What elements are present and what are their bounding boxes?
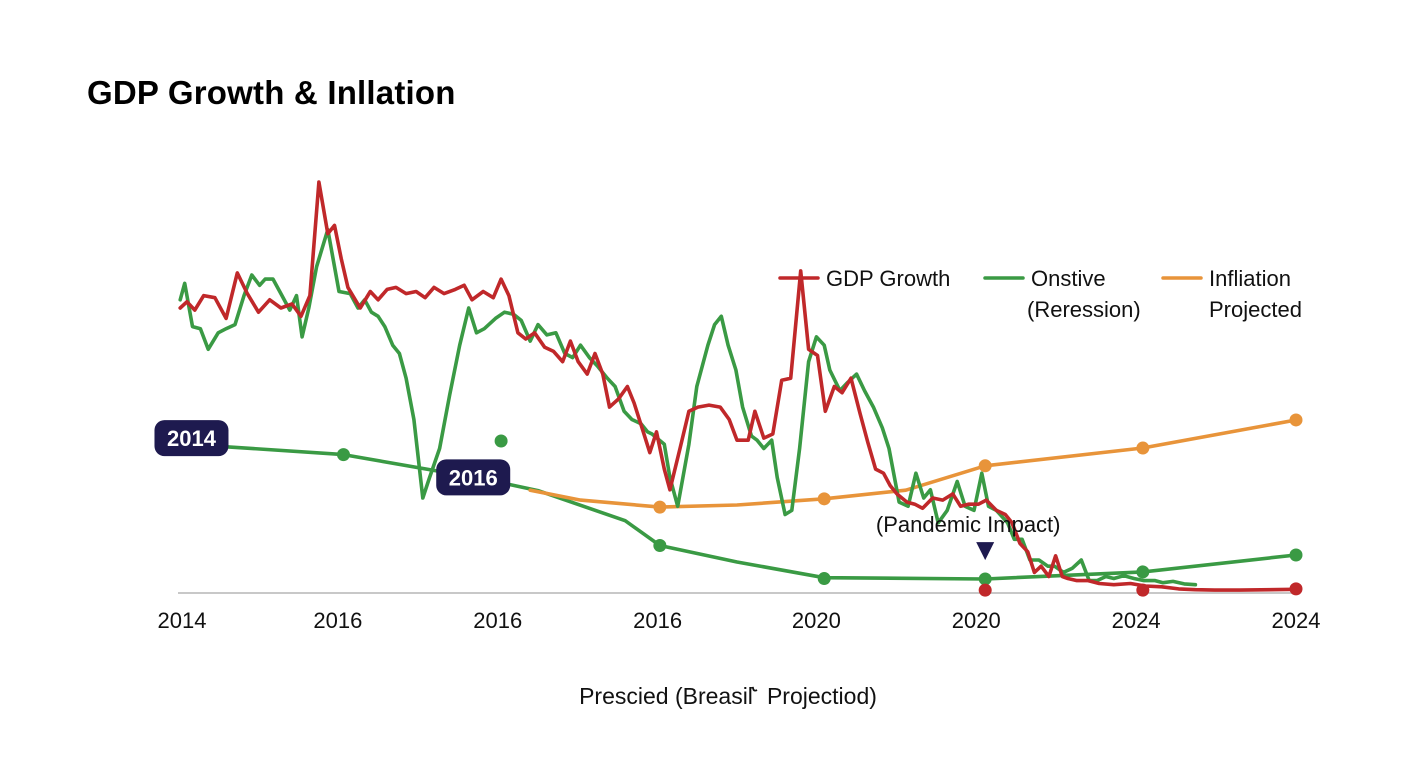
series-layer: [178, 180, 1298, 592]
data-point-gdp-growth-1: [1136, 583, 1150, 597]
data-point-onstive-reression-trend-6: [1289, 548, 1303, 562]
year-badge-bg: [436, 459, 511, 496]
series-line-onstive-reression: [178, 227, 1198, 587]
x-tick-label: 2020: [952, 608, 1001, 633]
data-point-infliation-projected-4: [1289, 413, 1303, 427]
x-tick-label: 2016: [633, 608, 682, 633]
data-point-gdp-growth-2: [1289, 582, 1303, 596]
down-triangle-marker-icon: [976, 542, 995, 561]
year-badge-text: 2016: [449, 465, 498, 490]
annotation-pandemic-impact: (Pandemic Impact): [876, 512, 1061, 537]
legend-label: Projected: [1209, 297, 1302, 322]
x-tick-label: 2024: [1272, 608, 1321, 633]
x-tick-label: 2024: [1112, 608, 1161, 633]
annotations: 2014 2016 (Pandemic Impact): [154, 420, 1061, 561]
data-point-infliation-projected-1: [817, 492, 831, 506]
series-line-gdp-growth: [178, 180, 1298, 592]
data-point-onstive-reression-trend-4: [978, 572, 992, 586]
legend-label: Infliation: [1209, 266, 1291, 291]
data-point-onstive-reression-trend-0: [336, 448, 350, 462]
legend-item-infliation-projected: Infliation Projected: [1161, 266, 1302, 322]
legend: GDP Growth Onstive (Reression) Infliation Pr…: [778, 266, 1302, 322]
year-badge: 2014: [154, 420, 229, 457]
data-point-onstive-reression-trend-3: [817, 572, 831, 586]
legend-label: GDP Growth: [826, 266, 950, 291]
year-badge-bg: [154, 420, 229, 457]
data-point-onstive-reression-trend-2: [653, 539, 667, 553]
x-tick-label: 2016: [473, 608, 522, 633]
year-badge-text: 2014: [167, 426, 217, 451]
data-point-onstive-reression-trend-5: [1136, 565, 1150, 579]
x-tick-labels: 2014 2016 2016 2016 2020 2020 2024 2024: [158, 608, 1321, 633]
legend-item-gdp-growth: GDP Growth: [778, 266, 950, 291]
x-tick-label: 2014: [158, 608, 207, 633]
chart-title: GDP Growth & Inllation: [87, 74, 456, 111]
data-point-infliation-projected-2: [978, 459, 992, 473]
year-badge: 2016: [436, 459, 511, 496]
series-line-onstive-reression-trend: [218, 444, 1298, 581]
marker-layer: [336, 413, 1303, 597]
data-point-infliation-projected-3: [1136, 441, 1150, 455]
data-point-infliation-projected-0: [653, 500, 667, 514]
legend-label: (Reression): [1027, 297, 1141, 322]
data-point-onstive-reression-trend-1: [494, 434, 508, 448]
x-tick-label: 2020: [792, 608, 841, 633]
x-axis-label: Prescied (Breasil˞ Projectiod): [579, 683, 877, 709]
legend-label: Onstive: [1031, 266, 1106, 291]
x-tick-label: 2016: [313, 608, 362, 633]
legend-item-onstive-reression: Onstive (Reression): [983, 266, 1141, 322]
data-point-gdp-growth-0: [978, 583, 992, 597]
